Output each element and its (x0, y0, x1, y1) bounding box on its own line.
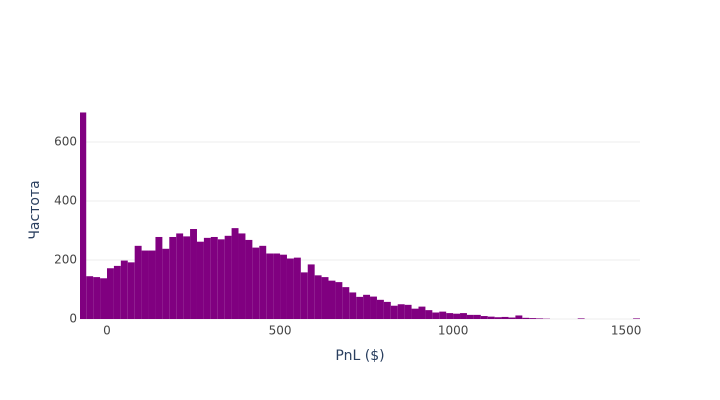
bar (127, 262, 135, 319)
bar (196, 241, 204, 319)
bar (522, 317, 530, 319)
bar (100, 278, 107, 319)
bar (529, 318, 537, 319)
bar (342, 287, 350, 319)
bar (404, 304, 412, 319)
bar (113, 265, 121, 319)
bar (321, 277, 329, 319)
bar (328, 280, 336, 319)
bar (453, 313, 461, 319)
bar (273, 253, 281, 319)
x-axis-title: PnL ($) (335, 348, 384, 364)
bar (383, 301, 391, 319)
bar (508, 317, 516, 319)
bar (266, 253, 274, 319)
bar (480, 316, 488, 319)
bar (307, 264, 315, 319)
bar (432, 312, 440, 319)
bar (141, 250, 149, 319)
bar (217, 239, 225, 319)
bar (148, 250, 156, 319)
bar (466, 314, 474, 319)
bar (120, 260, 128, 319)
bar (418, 306, 426, 319)
bar (536, 318, 544, 319)
bar (134, 245, 142, 319)
bar (155, 236, 163, 319)
bar (390, 305, 398, 319)
bar (446, 313, 454, 319)
bar (425, 310, 433, 319)
bar (286, 258, 294, 319)
y-tick-label: 600 (54, 134, 77, 148)
bar (210, 236, 218, 319)
bar (376, 299, 384, 319)
y-tick-label: 200 (54, 252, 77, 266)
bar (349, 292, 357, 319)
bar (176, 233, 184, 319)
bar (577, 318, 585, 319)
x-tick-label: 500 (269, 324, 292, 338)
x-tick-label: 1500 (611, 324, 642, 338)
bar (300, 272, 308, 319)
bar (169, 236, 177, 319)
y-tick-label: 400 (54, 193, 77, 207)
bar (633, 318, 640, 319)
bar (363, 294, 371, 319)
bar (80, 112, 87, 319)
bar (183, 236, 191, 319)
bar (106, 268, 114, 319)
x-tick-label: 1000 (438, 324, 469, 338)
bar (515, 315, 523, 319)
y-axis-title: Частота (27, 180, 43, 239)
bar (439, 311, 447, 319)
bar (370, 296, 377, 319)
bar (238, 233, 246, 319)
bar (293, 257, 301, 319)
bar (411, 308, 419, 319)
bar (335, 282, 343, 319)
bar (494, 317, 502, 319)
bar (460, 313, 467, 319)
x-tick-label: 0 (103, 324, 111, 338)
bar (203, 237, 211, 319)
bar (162, 248, 170, 319)
bar (86, 276, 94, 319)
bar (397, 304, 405, 319)
bar (93, 277, 101, 319)
bar (487, 316, 495, 319)
bar (356, 296, 364, 319)
bar (190, 229, 197, 319)
bar (501, 316, 509, 319)
bar (280, 254, 287, 319)
bar (245, 239, 253, 319)
bar (473, 314, 481, 319)
bar (224, 235, 232, 319)
bar (314, 275, 322, 319)
bar (231, 228, 239, 319)
y-tick-label: 0 (69, 312, 77, 326)
bar (252, 247, 260, 319)
bar (259, 245, 267, 319)
